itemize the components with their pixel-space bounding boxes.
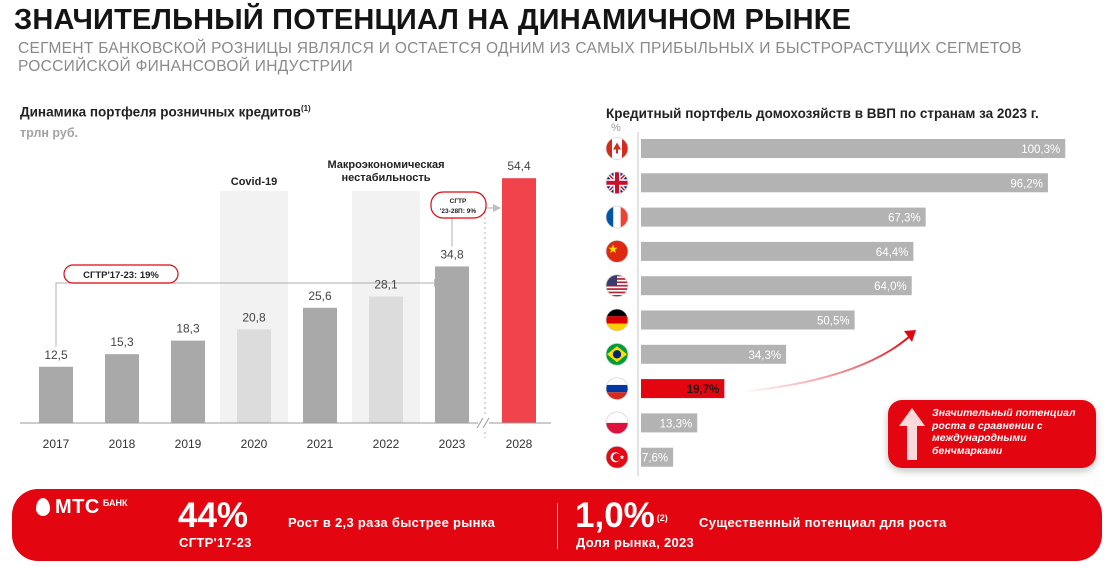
germany-flag xyxy=(605,308,629,332)
hbar-value-label-germany: 50,5% xyxy=(817,316,850,328)
bar-value-label-2023: 34,8 xyxy=(440,247,464,261)
hbar-uk xyxy=(641,173,1048,193)
market-share-label: Доля рынка, 2023 xyxy=(576,535,695,550)
china-flag xyxy=(605,239,629,263)
bar-2022 xyxy=(369,296,403,423)
market-share-description: Существенный потенциал для роста xyxy=(699,515,947,530)
cagr-label: СГТР'17-23 xyxy=(179,535,252,550)
bar-value-label-2017: 12,5 xyxy=(44,348,68,362)
retail-loans-unit: трлн руб. xyxy=(20,126,79,140)
household-debt-unit: % xyxy=(611,122,621,134)
hbar-value-label-poland: 13,3% xyxy=(660,418,693,430)
flags-group xyxy=(605,137,629,469)
bar-2020 xyxy=(237,329,271,423)
turkey-flag xyxy=(605,445,629,469)
bar-value-label-2022: 28,1 xyxy=(374,278,398,292)
cagr-main-pill xyxy=(63,264,179,284)
cagr-forecast-label-line2: '23-28П: 9% xyxy=(440,208,476,215)
bar-value-label-2018: 15,3 xyxy=(110,335,134,349)
x-tick-label-2022: 2022 xyxy=(373,437,400,451)
x-tick-label-2020: 2020 xyxy=(241,437,268,451)
bar-value-label-2021: 25,6 xyxy=(308,289,332,303)
axis-break-gap xyxy=(478,417,489,429)
cagr-description: Рост в 2,3 раза быстрее рынка xyxy=(288,515,496,530)
usa-flag xyxy=(605,274,629,298)
russia-flag xyxy=(605,377,629,401)
x-tick-label-2017: 2017 xyxy=(43,437,70,451)
page-subtitle: СЕГМЕНТ БАНКОВСКОЙ РОЗНИЦЫ ЯВЛЯЛСЯ И ОСТ… xyxy=(18,40,1022,75)
x-tick-label-2018: 2018 xyxy=(109,437,136,451)
brazil-flag xyxy=(605,342,629,366)
banner-divider xyxy=(557,503,558,549)
arrow-up-icon xyxy=(899,408,925,460)
cagr-forecast-arrow-head xyxy=(493,204,501,212)
bar-2028 xyxy=(502,178,536,423)
hbar-value-label-china: 64,4% xyxy=(876,247,909,259)
bar-2021 xyxy=(303,307,337,423)
bar-2017 xyxy=(39,366,73,423)
cagr-arrow-line xyxy=(55,282,434,347)
hbar-poland xyxy=(641,413,698,433)
market-share-value: 1,0% (2) xyxy=(575,496,668,535)
cagr-value: 44% xyxy=(178,496,249,535)
canada-flag xyxy=(605,137,629,160)
logo-bank-text: БАНК xyxy=(102,498,128,508)
hbar-canada xyxy=(641,139,1066,158)
hbar-value-label-france: 67,3% xyxy=(888,213,921,225)
hbar-value-label-russia: 19,7% xyxy=(687,384,720,396)
x-tick-label-2023: 2023 xyxy=(439,437,466,451)
mts-egg-icon xyxy=(36,498,50,516)
hbar-value-label-brazil: 34,3% xyxy=(748,350,781,362)
hbar-value-label-usa: 64,0% xyxy=(874,281,907,293)
poland-flag xyxy=(605,411,629,435)
mts-bank-logo: МТС БАНК xyxy=(36,497,127,517)
hbar-germany xyxy=(641,310,855,330)
growth-arrow-head xyxy=(904,330,916,342)
covid-annotation: Covid-19 xyxy=(231,176,277,188)
hbar-usa xyxy=(641,276,912,296)
bar-value-label-2020: 20,8 xyxy=(242,310,266,324)
bar-2019 xyxy=(171,340,205,423)
hbar-russia xyxy=(641,379,725,399)
bar-value-label-2028: 54,4 xyxy=(507,159,531,173)
cagr-main-label: СГТР'17-23: 19% xyxy=(83,270,159,281)
summary-banner: МТС БАНК 44% СГТР'17-23 Рост в 2,3 раза … xyxy=(12,489,1102,561)
hbar-turkey xyxy=(641,447,674,467)
bar-value-label-2019: 18,3 xyxy=(176,322,200,336)
hbar-value-label-uk: 96,2% xyxy=(1010,178,1043,190)
growth-arrow-line xyxy=(739,335,911,393)
macro-annotation-line1: Макроэкономическая xyxy=(327,159,444,171)
hbar-china xyxy=(641,241,914,261)
x-tick-label-2021: 2021 xyxy=(307,437,334,451)
logo-mts-text: МТС xyxy=(55,496,100,518)
hbar-france xyxy=(641,207,926,227)
uk-flag xyxy=(605,171,629,195)
macro-annotation-line2: нестабильность xyxy=(341,172,430,184)
hbar-value-label-canada: 100,3% xyxy=(1021,144,1060,156)
callout-text: Значительный потенциал роста в сравнении… xyxy=(932,407,1076,457)
cagr-forecast-label-line1: СГТР xyxy=(450,198,467,205)
axis-break-mark-1 xyxy=(476,417,484,429)
x-tick-label-2028: 2028 xyxy=(506,437,533,451)
cagr-forecast-pill xyxy=(430,191,487,219)
france-flag xyxy=(605,205,629,229)
potential-callout: Значительный потенциал роста в сравнении… xyxy=(888,400,1096,468)
hbar-value-label-turkey: 7,6% xyxy=(642,453,668,465)
retail-loans-chart-title: Динамика портфеля розничных кредитов(1) xyxy=(20,104,311,120)
household-debt-chart-title: Кредитный портфель домохозяйств в ВВП по… xyxy=(606,106,1039,121)
x-tick-label-2019: 2019 xyxy=(175,437,202,451)
bar-2018 xyxy=(105,354,139,423)
page-title: ЗНАЧИТЕЛЬНЫЙ ПОТЕНЦИАЛ НА ДИНАМИЧНОМ РЫН… xyxy=(14,4,852,36)
bar-2023 xyxy=(435,266,469,423)
axis-break-mark-2 xyxy=(482,417,490,429)
hbar-brazil xyxy=(641,344,787,364)
